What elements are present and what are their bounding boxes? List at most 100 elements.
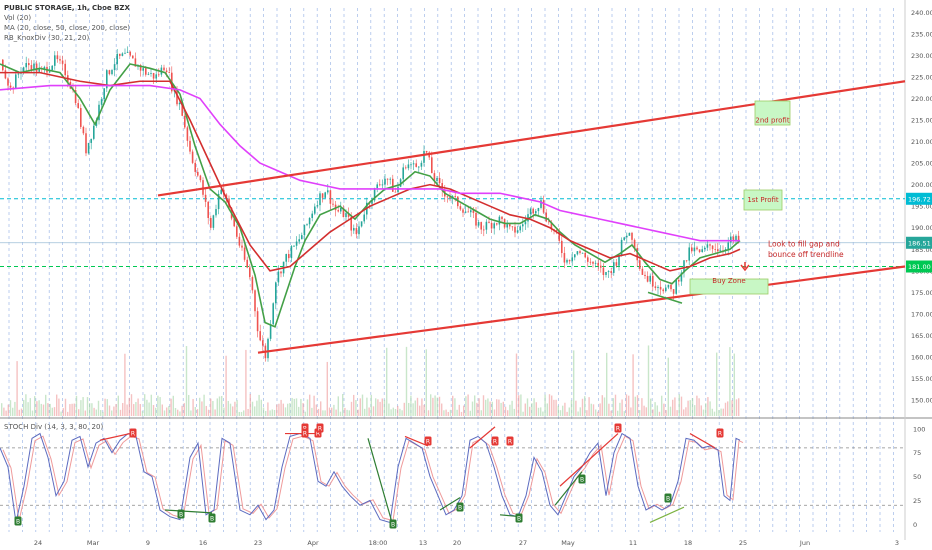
signal-marker-label: R	[718, 431, 722, 438]
price-tick-label: 225.00	[911, 73, 932, 81]
volume-bar	[700, 405, 702, 416]
volume-bar	[29, 398, 31, 416]
volume-bar	[179, 411, 181, 416]
candle-body	[147, 73, 150, 75]
volume-bar	[542, 411, 544, 416]
volume-bar	[698, 398, 700, 416]
candle-body	[80, 108, 82, 127]
volume-bar	[460, 411, 463, 416]
annotation-label: 1st Profit	[747, 196, 779, 204]
price-tick-label: 160.00	[911, 353, 932, 361]
candle-body	[488, 221, 490, 223]
volume-bar	[249, 394, 251, 416]
volume-bar	[568, 407, 570, 416]
time-tick-label: 24	[34, 539, 42, 547]
volume-bar	[535, 402, 537, 416]
signal-marker	[491, 436, 499, 446]
candle-body	[600, 265, 602, 268]
time-tick-label: 13	[419, 539, 427, 547]
signal-marker-label: B	[517, 516, 521, 523]
volume-bar	[302, 403, 304, 416]
price-tick-label: 205.00	[911, 160, 932, 168]
candle-body	[727, 242, 729, 250]
volume-bar	[119, 409, 122, 416]
candle-body	[405, 167, 407, 169]
candle-body	[602, 267, 605, 275]
candle-body	[108, 70, 111, 75]
candle-body	[717, 249, 719, 252]
indicator-ma[interactable]: MA (20, close, 50, close, 200, close)	[4, 24, 131, 32]
candle-body	[454, 196, 456, 197]
volume-bar	[707, 397, 709, 416]
stoch-tick-label: 0	[913, 521, 917, 529]
volume-bar	[689, 400, 691, 416]
candle-body	[691, 247, 693, 252]
time-tick-label: 18:00	[369, 539, 388, 547]
indicator-knoxdiv[interactable]: RB_KnoxDiv (30, 21, 20)	[4, 34, 90, 42]
volume-bar	[403, 402, 405, 416]
volume-bar	[674, 397, 676, 416]
volume-bar	[520, 394, 522, 416]
candle-body	[358, 226, 360, 235]
volume-bar	[218, 396, 221, 416]
volume-bar	[196, 409, 199, 416]
candle-body	[589, 261, 592, 263]
volume-bar	[548, 394, 551, 416]
signal-marker	[14, 516, 22, 526]
candle-body	[527, 214, 529, 222]
candle-body	[38, 68, 40, 72]
candle-body	[587, 257, 589, 262]
volume-bar	[636, 395, 639, 416]
volume-bar	[436, 397, 438, 416]
volume-bar	[328, 407, 331, 416]
signal-marker	[389, 519, 397, 529]
candle-body	[542, 200, 545, 213]
volume-bar	[416, 397, 419, 416]
price-tick-label: 220.00	[911, 95, 932, 103]
volume-bar	[212, 401, 214, 416]
volume-bar	[113, 406, 115, 416]
volume-bar	[155, 407, 157, 416]
volume-bar	[632, 354, 634, 416]
volume-bar	[190, 410, 192, 416]
volume-bar	[326, 361, 328, 416]
volume-bar	[346, 409, 348, 416]
volume-bar	[724, 402, 727, 416]
volume-bar	[676, 410, 678, 416]
volume-bar	[581, 398, 584, 416]
candle-body	[186, 127, 189, 141]
volume-bar	[315, 404, 317, 416]
candle-body	[329, 190, 332, 204]
candle-body	[199, 175, 202, 181]
candle-body	[111, 70, 113, 75]
volume-bar	[667, 357, 669, 416]
volume-bar	[137, 398, 139, 416]
volume-bar	[86, 397, 89, 416]
volume-bar	[454, 398, 456, 416]
candle-body	[579, 251, 581, 253]
volume-bar	[38, 400, 40, 416]
indicator-stoch[interactable]: STOCH Div (14, 3, 3, 80, 20)	[4, 423, 104, 431]
volume-bar	[718, 410, 720, 416]
candle-body	[28, 63, 30, 66]
candle-body	[399, 179, 402, 187]
volume-bar	[201, 401, 203, 416]
volume-bar	[324, 410, 326, 416]
volume-bar	[562, 405, 564, 416]
indicator-volume[interactable]: Vol (20)	[4, 14, 32, 22]
candle-body	[683, 260, 685, 273]
volume-bar	[322, 410, 324, 416]
candle-body	[605, 272, 607, 275]
volume-bar	[344, 407, 346, 416]
volume-bar	[619, 402, 621, 416]
volume-bar	[722, 408, 724, 416]
volume-bar	[727, 401, 729, 416]
volume-bar	[53, 407, 56, 416]
volume-bar	[434, 395, 436, 416]
candle-body	[124, 52, 126, 54]
candle-body	[436, 178, 438, 182]
volume-bar	[23, 399, 25, 416]
volume-bar	[27, 402, 29, 416]
